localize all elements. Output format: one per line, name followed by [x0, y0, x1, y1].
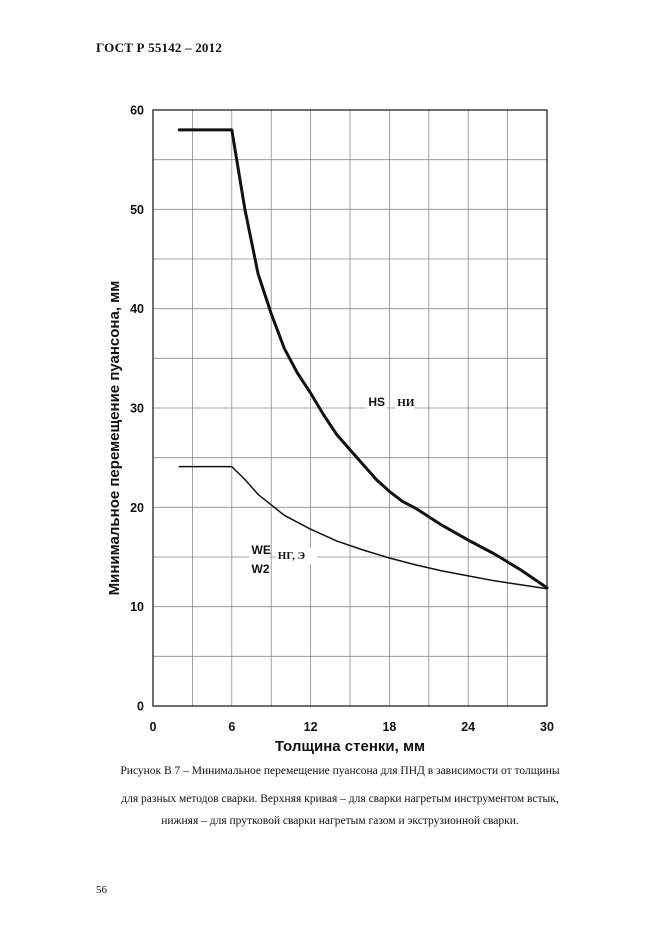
- annotation-backing: [249, 560, 270, 578]
- x-tick-label: 6: [228, 720, 235, 734]
- plot-frame: [152, 109, 548, 707]
- chart-axes: 0 6 12 18 24 30 0 10 20 30 40 50 60 Толщина стенки, м…: [106, 104, 554, 756]
- annotation-backing: [395, 395, 415, 412]
- y-tick-label: 60: [130, 104, 144, 118]
- figure-caption-line-2: для разных методов сварки. Верхняя крива…: [121, 793, 559, 805]
- y-tick-label: 0: [137, 700, 144, 714]
- series-annotation: НГ, Э: [278, 550, 305, 562]
- series-annotation: НИ: [397, 397, 415, 409]
- x-tick-label: 18: [382, 720, 396, 734]
- y-tick-label: 10: [130, 600, 144, 614]
- page-number: 56: [96, 884, 107, 896]
- x-tick-label: 30: [540, 720, 554, 734]
- series-line-2: [178, 465, 548, 590]
- y-tick-label: 40: [130, 302, 144, 316]
- annotation-backing: [275, 547, 318, 564]
- figure-caption-line-3: нижняя – для прутковой сварки нагретым г…: [161, 815, 519, 827]
- y-tick-label: 30: [130, 402, 144, 416]
- y-tick-label: 20: [130, 501, 144, 515]
- chart-labels: HS НИ WE W2 НГ, Э: [249, 394, 415, 578]
- x-tick-label: 0: [150, 720, 157, 734]
- document-header: ГОСТ Р 55142 – 2012: [96, 40, 223, 55]
- series-annotation: HS: [368, 395, 385, 409]
- series-annotation: WE: [252, 543, 271, 557]
- chart-series: [177, 128, 549, 590]
- x-axis-title: Толщина стенки, мм: [275, 738, 425, 755]
- y-tick-label: 50: [130, 203, 144, 217]
- chart: 0 6 12 18 24 30 0 10 20 30 40 50 60 Толщина стенки, м…: [106, 104, 554, 756]
- figure-caption-line-1: Рисунок В 7 – Минимальное перемещение пу…: [120, 765, 560, 777]
- y-axis-title: Минимальное перемещение пуансона, мм: [106, 281, 123, 596]
- series-annotation: W2: [252, 562, 270, 576]
- series-line-1: [177, 128, 549, 590]
- annotation-backing: [249, 542, 270, 560]
- x-tick-label: 24: [461, 720, 475, 734]
- annotation-backing: [366, 394, 387, 412]
- chart-grid: [153, 110, 547, 706]
- x-tick-label: 12: [304, 720, 318, 734]
